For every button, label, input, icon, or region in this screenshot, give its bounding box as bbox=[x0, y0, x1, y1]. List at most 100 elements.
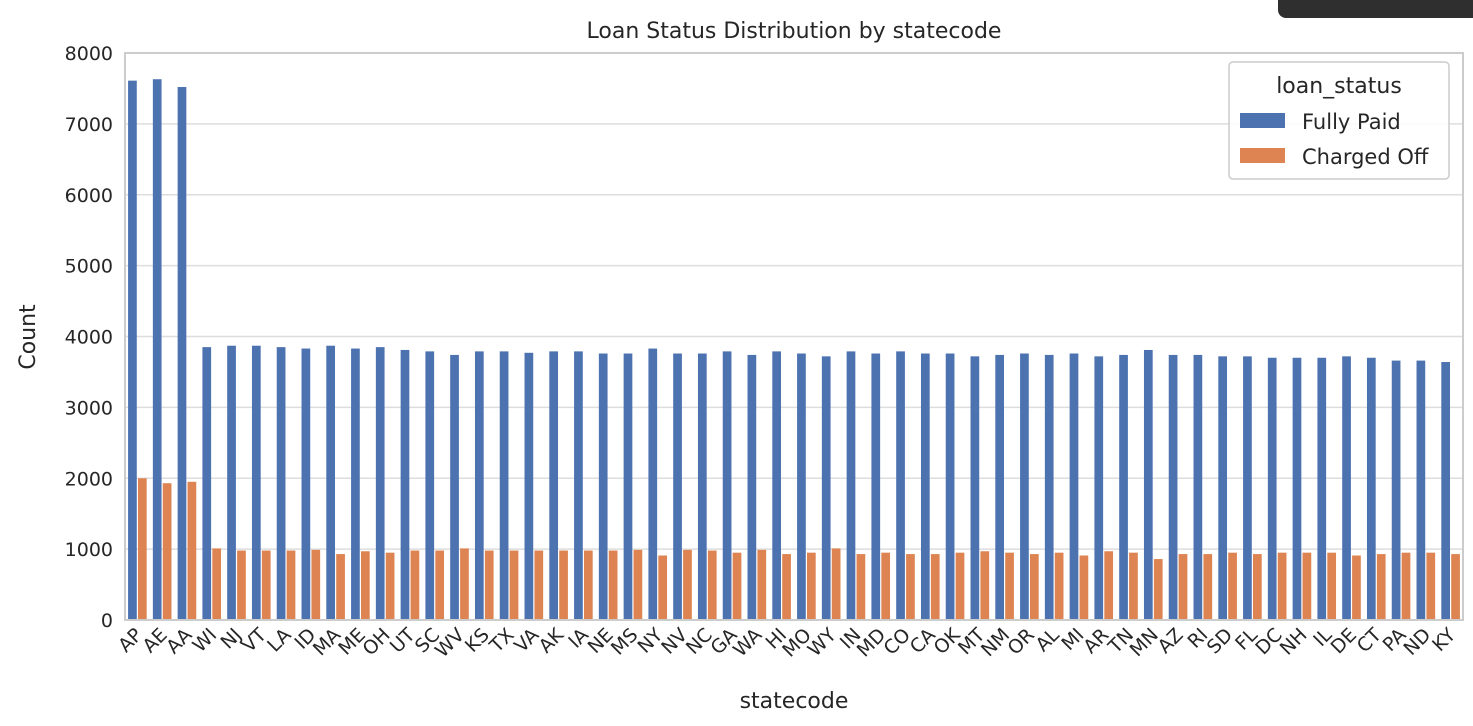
y-tick-label: 6000 bbox=[65, 185, 113, 207]
bar-vt-fully-paid bbox=[251, 345, 261, 620]
bar-nc-fully-paid bbox=[697, 353, 707, 620]
bar-or-fully-paid bbox=[1020, 353, 1029, 620]
y-tick-label: 8000 bbox=[65, 43, 113, 65]
chart-title: Loan Status Distribution by statecode bbox=[587, 19, 1002, 44]
bar-ga-charged-off bbox=[732, 552, 742, 620]
y-tick-label: 5000 bbox=[65, 256, 113, 278]
bar-nh-fully-paid bbox=[1292, 357, 1302, 620]
bar-ut-charged-off bbox=[410, 550, 420, 620]
bar-de-charged-off bbox=[1352, 555, 1361, 620]
bar-aa-fully-paid bbox=[177, 87, 187, 620]
bar-hi-fully-paid bbox=[772, 351, 782, 620]
bar-mn-fully-paid bbox=[1143, 349, 1153, 620]
bar-oh-fully-paid bbox=[375, 347, 385, 620]
bar-ks-charged-off bbox=[484, 550, 494, 620]
bar-tx-fully-paid bbox=[499, 351, 509, 620]
bar-nj-fully-paid bbox=[227, 345, 236, 620]
bar-il-fully-paid bbox=[1317, 357, 1327, 620]
bar-ri-charged-off bbox=[1203, 554, 1213, 620]
bar-fl-fully-paid bbox=[1243, 356, 1252, 620]
bar-ae-charged-off bbox=[162, 483, 172, 620]
y-tick-label: 1000 bbox=[65, 539, 113, 561]
y-tick-label: 4000 bbox=[65, 327, 113, 349]
y-axis-label: Count bbox=[16, 304, 41, 370]
bar-wv-charged-off bbox=[460, 548, 469, 620]
bar-ar-charged-off bbox=[1104, 551, 1114, 620]
bar-ap-fully-paid bbox=[128, 80, 137, 621]
y-tick-label: 0 bbox=[101, 610, 113, 632]
bar-ma-charged-off bbox=[336, 554, 345, 620]
x-tick-label-wy: WY bbox=[804, 624, 841, 661]
x-axis-ticks: APAEAAWINJVTLAIDMAMEOHUTSCWVKSTXVAAKIANE… bbox=[114, 624, 1460, 662]
bar-ae-fully-paid bbox=[152, 79, 162, 620]
bar-wy-fully-paid bbox=[821, 356, 831, 620]
bar-or-charged-off bbox=[1029, 554, 1039, 620]
bar-wy-charged-off bbox=[831, 548, 841, 620]
bar-co-charged-off bbox=[906, 554, 915, 620]
x-tick-label-wa: WA bbox=[729, 624, 766, 661]
bar-me-charged-off bbox=[360, 551, 370, 620]
y-tick-label: 2000 bbox=[65, 468, 113, 490]
bar-tx-charged-off bbox=[509, 550, 519, 620]
bar-ga-fully-paid bbox=[722, 351, 732, 620]
bar-nd-fully-paid bbox=[1416, 360, 1426, 620]
bar-ct-charged-off bbox=[1376, 554, 1386, 620]
x-axis-label: statecode bbox=[740, 689, 849, 714]
y-tick-label: 7000 bbox=[65, 114, 113, 136]
x-tick-label-ak: AK bbox=[535, 624, 569, 658]
bar-id-fully-paid bbox=[301, 348, 311, 620]
bar-tn-fully-paid bbox=[1119, 354, 1128, 620]
bar-ne-fully-paid bbox=[598, 353, 608, 620]
bar-tn-charged-off bbox=[1129, 552, 1138, 620]
bar-mo-charged-off bbox=[806, 552, 816, 620]
bar-wv-fully-paid bbox=[450, 354, 459, 620]
bar-ct-fully-paid bbox=[1366, 357, 1376, 620]
x-tick-label-nh: NH bbox=[1276, 624, 1312, 660]
bar-ky-charged-off bbox=[1451, 554, 1460, 620]
bar-nc-charged-off bbox=[707, 550, 717, 620]
y-axis-ticks: 0 1000 2000 3000 4000 5000 6000 7000 8000 bbox=[65, 43, 113, 632]
bar-nv-charged-off bbox=[683, 549, 692, 620]
bar-oh-charged-off bbox=[385, 552, 395, 620]
bar-wa-charged-off bbox=[757, 549, 767, 620]
bar-al-charged-off bbox=[1054, 552, 1064, 620]
bar-vt-charged-off bbox=[261, 550, 271, 620]
bar-mi-fully-paid bbox=[1069, 353, 1079, 620]
bar-pa-fully-paid bbox=[1391, 360, 1401, 620]
bar-va-charged-off bbox=[534, 550, 544, 620]
notebook-toolbar bbox=[1278, 0, 1473, 18]
bar-dc-charged-off bbox=[1277, 552, 1287, 620]
bar-co-fully-paid bbox=[896, 351, 905, 620]
bar-aa-charged-off bbox=[187, 481, 197, 620]
bar-ar-fully-paid bbox=[1094, 356, 1104, 620]
bar-sc-fully-paid bbox=[425, 351, 435, 620]
legend-swatch-charged-off bbox=[1240, 148, 1285, 163]
bar-mo-fully-paid bbox=[797, 353, 806, 620]
bar-la-charged-off bbox=[286, 550, 296, 620]
bar-mt-fully-paid bbox=[970, 356, 980, 620]
bar-va-fully-paid bbox=[524, 352, 534, 620]
bar-de-fully-paid bbox=[1342, 356, 1351, 620]
legend-label-fully-paid: Fully Paid bbox=[1302, 110, 1401, 134]
bar-ks-fully-paid bbox=[474, 351, 484, 620]
bar-in-fully-paid bbox=[846, 351, 856, 620]
bar-mn-charged-off bbox=[1153, 559, 1163, 620]
bar-ok-charged-off bbox=[955, 552, 965, 620]
bar-dc-fully-paid bbox=[1267, 357, 1277, 620]
bar-az-charged-off bbox=[1178, 554, 1188, 620]
bar-ky-fully-paid bbox=[1441, 362, 1451, 620]
bar-nh-charged-off bbox=[1302, 552, 1312, 620]
bar-al-fully-paid bbox=[1044, 354, 1054, 620]
bar-ms-fully-paid bbox=[623, 353, 633, 620]
bar-pa-charged-off bbox=[1401, 552, 1411, 620]
bar-az-fully-paid bbox=[1168, 354, 1178, 620]
plot-frame bbox=[124, 52, 1464, 621]
bar-hi-charged-off bbox=[782, 554, 791, 620]
bar-ma-fully-paid bbox=[326, 345, 336, 620]
bar-md-charged-off bbox=[881, 552, 891, 620]
bar-ri-fully-paid bbox=[1193, 354, 1203, 620]
bar-nv-fully-paid bbox=[673, 353, 682, 620]
bar-nd-charged-off bbox=[1426, 552, 1436, 620]
legend: loan_status Fully Paid Charged Off bbox=[1228, 61, 1450, 180]
